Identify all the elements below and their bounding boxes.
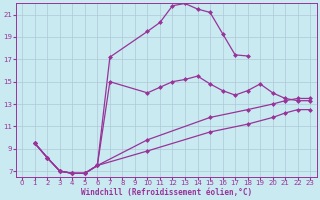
X-axis label: Windchill (Refroidissement éolien,°C): Windchill (Refroidissement éolien,°C) [81, 188, 252, 197]
